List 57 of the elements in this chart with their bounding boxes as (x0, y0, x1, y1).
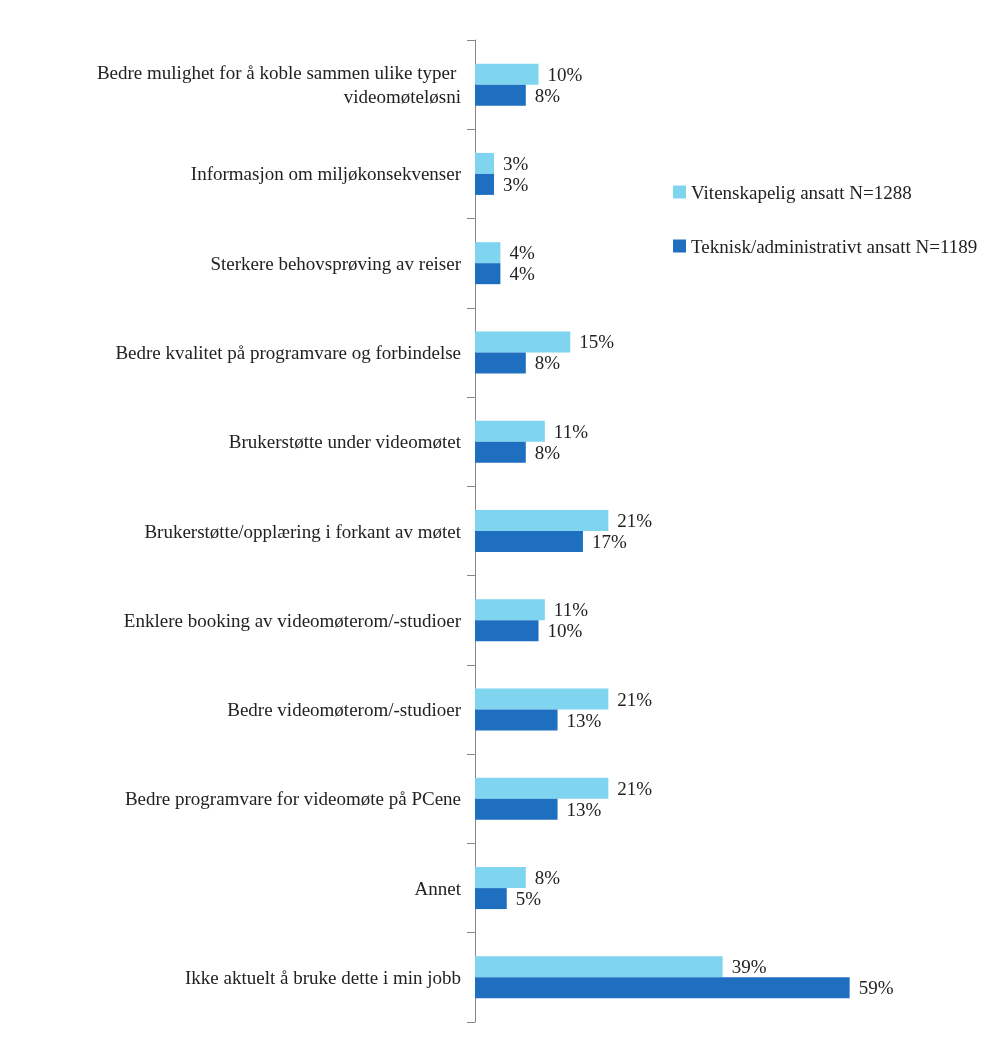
bar (475, 420, 545, 442)
data-label: 10% (547, 620, 583, 642)
bar (475, 263, 501, 285)
bar (475, 510, 609, 531)
data-label: 8% (534, 867, 561, 889)
data-label: 21% (617, 510, 653, 531)
data-label: 8% (534, 352, 561, 374)
bar (475, 152, 495, 174)
bar (475, 688, 609, 710)
data-label: 13% (566, 709, 602, 731)
data-label: 3% (503, 152, 529, 174)
data-label: 10% (547, 63, 583, 85)
data-label: 4% (509, 263, 535, 285)
y-tick-label: Ikke aktuelt å bruke dette i min jobb (185, 966, 461, 988)
data-label: 3% (503, 173, 529, 195)
data-label: 13% (566, 798, 602, 820)
bar (475, 798, 558, 820)
bar (475, 84, 526, 106)
y-tick-label: Bedre kvalitet på programvare og forbindelse (115, 341, 461, 363)
data-label: 21% (617, 688, 653, 710)
y-tick-label: Enklere booking av videomøterom/-studioer (123, 609, 462, 631)
bar (475, 441, 526, 463)
y-tick-label: Brukerstøtte/opplæring i forkant av møtet (144, 520, 462, 542)
data-label: 11% (553, 599, 589, 621)
legend-label: Vitenskapelig ansatt N=1288 (691, 181, 912, 203)
data-label: 11% (553, 420, 589, 442)
bar (475, 620, 539, 642)
y-tick-label: Bedre mulighet for å koble sammen ulike typer videomøteløsni (96, 62, 461, 108)
data-label: 21% (617, 777, 653, 799)
data-label: 4% (509, 242, 535, 264)
y-tick-label: Informasjon om miljøkonsekvenser (190, 163, 462, 185)
y-tick-label: Sterkere behovsprøving av reiser (210, 252, 462, 274)
bar (475, 173, 495, 195)
bar (475, 242, 501, 264)
data-label: 59% (858, 977, 894, 999)
bar (475, 531, 583, 552)
bar (475, 599, 545, 621)
bar (475, 331, 571, 353)
y-tick-label: Annet (414, 877, 462, 899)
bar (475, 977, 850, 999)
data-label: 5% (515, 888, 542, 910)
legend-label: Teknisk/administrativt ansatt N=1189 (691, 235, 978, 257)
bar (475, 709, 558, 731)
y-tick-label: Brukerstøtte under videomøtet (228, 431, 462, 453)
bar (475, 888, 507, 910)
data-label: 39% (731, 956, 767, 978)
data-label: 17% (591, 531, 627, 552)
bar (475, 352, 526, 374)
data-label: 8% (534, 441, 561, 463)
bar (475, 867, 526, 889)
bar (475, 956, 723, 978)
y-tick-label: Bedre videomøterom/-studioer (227, 699, 462, 721)
data-label: 15% (579, 331, 615, 353)
bar (475, 777, 609, 799)
y-tick-label: Bedre programvare for videomøte på PCene (124, 788, 461, 810)
bar (475, 63, 539, 85)
data-label: 8% (534, 84, 561, 106)
